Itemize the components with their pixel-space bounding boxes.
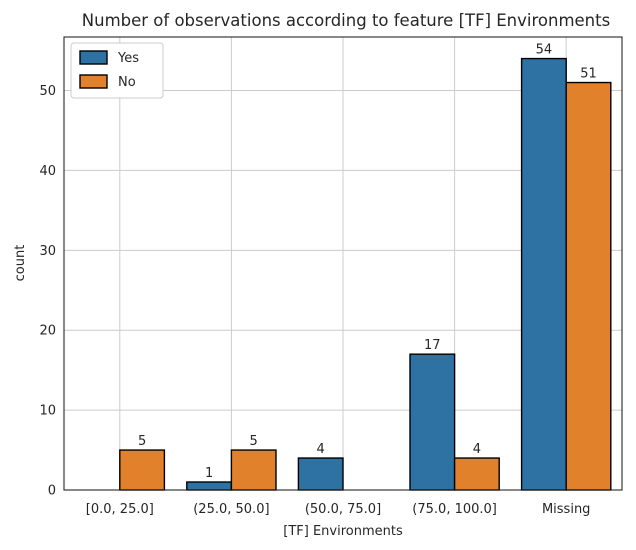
legend: Yes No [70,42,164,99]
data-label-no: 4 [473,442,481,457]
bar-no [565,81,612,491]
x-axis-label: [TF] Environments [283,524,403,539]
y-tick-label: 0 [48,484,56,499]
x-tick-label: (50.0, 75.0] [305,502,381,517]
data-label-no: 5 [250,434,258,449]
bars [119,57,612,491]
legend-swatch-no [79,74,108,89]
bar-yes [186,481,233,491]
bar-no [230,449,277,491]
y-tick-label: 40 [39,164,56,179]
data-label-yes: 17 [424,338,441,353]
x-tick-labels: [0.0, 25.0] (25.0, 50.0] (50.0, 75.0] (75.0… [86,502,591,517]
legend-label-no: No [118,75,136,90]
y-tick-label: 50 [39,84,56,99]
data-label-no: 5 [138,434,146,449]
y-axis-label: count [13,245,28,282]
y-tick-label: 20 [39,324,56,339]
bar-yes [520,57,567,491]
y-tick-label: 10 [39,404,56,419]
x-tick-label: [0.0, 25.0] [86,502,154,517]
legend-label-yes: Yes [117,51,139,66]
data-label-yes: 1 [205,466,213,481]
plot-frame [63,36,623,491]
legend-swatch-yes [79,50,108,65]
bar-no [119,449,166,491]
x-tick-label: Missing [542,502,590,517]
bar-no [453,457,500,491]
x-tick-label: (75.0, 100.0] [412,502,497,517]
chart-title: Number of observations according to feat… [82,11,610,30]
y-tick-labels: 0 10 20 30 40 50 [39,84,56,498]
data-label-yes: 54 [536,43,553,58]
y-tick-label: 30 [39,244,56,259]
bar-yes [409,353,456,491]
x-tick-label: (25.0, 50.0] [193,502,269,517]
bar-yes [297,457,344,491]
data-label-yes: 4 [317,442,325,457]
data-label-no: 51 [580,67,597,82]
